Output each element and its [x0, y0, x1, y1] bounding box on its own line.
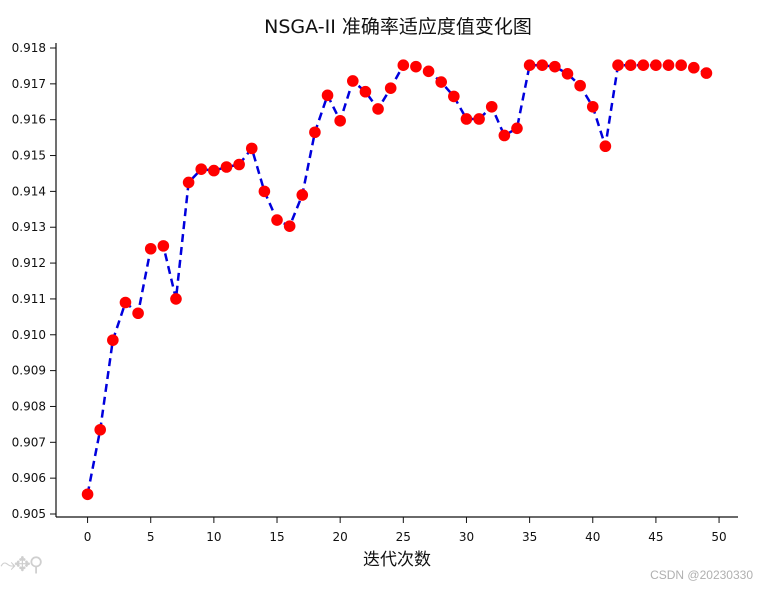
- data-point: [536, 59, 549, 72]
- x-tick-label: 30: [459, 530, 474, 544]
- data-point: [435, 76, 448, 88]
- data-point: [245, 142, 258, 155]
- data-point: [549, 60, 561, 73]
- data-point: [637, 59, 650, 72]
- data-point: [359, 85, 372, 98]
- data-point: [498, 129, 511, 142]
- x-tick-label: 35: [522, 530, 537, 544]
- x-tick-label: 10: [206, 530, 221, 544]
- y-tick-label: 0.917: [12, 77, 46, 91]
- data-point: [334, 114, 346, 127]
- data-point: [208, 164, 220, 177]
- data-point: [283, 220, 296, 232]
- data-point: [157, 240, 170, 252]
- y-tick-label: 0.913: [12, 220, 46, 234]
- x-tick-label: 15: [269, 530, 284, 544]
- data-point: [422, 65, 435, 78]
- data-point: [523, 59, 536, 72]
- data-point: [561, 68, 574, 80]
- data-point: [662, 59, 675, 72]
- data-point: [182, 176, 195, 189]
- data-point: [612, 59, 624, 72]
- data-point: [258, 185, 271, 198]
- y-tick-label: 0.907: [12, 435, 46, 449]
- x-tick-label: 20: [333, 530, 348, 544]
- data-point: [81, 488, 94, 501]
- y-tick-label: 0.905: [12, 507, 46, 521]
- x-axis-label: 迭代次数: [363, 550, 431, 570]
- watermark: CSDN @20230330: [650, 568, 753, 582]
- y-tick-label: 0.918: [12, 41, 46, 55]
- data-point: [574, 79, 586, 92]
- data-point: [296, 189, 309, 201]
- data-point: [384, 82, 397, 94]
- data-point: [511, 122, 523, 135]
- data-point: [195, 163, 208, 175]
- data-point: [220, 161, 233, 173]
- data-point: [650, 59, 662, 72]
- data-point: [397, 59, 410, 72]
- y-tick-label: 0.906: [12, 471, 46, 485]
- data-point: [346, 75, 359, 87]
- data-point: [170, 293, 182, 305]
- x-tick-label: 5: [147, 530, 155, 544]
- y-tick-label: 0.911: [12, 292, 46, 306]
- data-point: [410, 60, 422, 73]
- data-point: [624, 59, 637, 72]
- data-point: [119, 296, 132, 309]
- y-tick-label: 0.908: [12, 399, 46, 413]
- y-tick-label: 0.912: [12, 256, 46, 270]
- y-tick-label: 0.914: [12, 184, 46, 198]
- data-point: [473, 113, 485, 125]
- x-tick-label: 40: [585, 530, 600, 544]
- data-points: [81, 59, 713, 501]
- y-tick-label: 0.916: [12, 113, 46, 127]
- data-point: [448, 90, 460, 103]
- chart-title: NSGA-II 准确率适应度值变化图: [264, 16, 532, 38]
- data-point: [94, 423, 107, 436]
- y-tick-label: 0.909: [12, 364, 46, 378]
- x-tick-label: 25: [396, 530, 411, 544]
- data-point: [599, 140, 612, 153]
- data-point: [321, 89, 334, 102]
- data-point: [675, 59, 687, 72]
- data-point: [700, 67, 713, 79]
- series-line: [86, 63, 707, 495]
- x-tick-label: 50: [711, 530, 726, 544]
- data-point: [144, 242, 157, 255]
- data-point: [271, 214, 283, 226]
- y-tick-label: 0.915: [12, 149, 46, 163]
- x-tick-label: 0: [84, 530, 92, 544]
- data-point: [107, 334, 119, 346]
- data-point: [586, 100, 599, 113]
- x-tick-label: 45: [648, 530, 663, 544]
- y-tick-label: 0.910: [12, 328, 46, 342]
- data-point: [233, 158, 245, 171]
- data-point: [309, 126, 321, 139]
- data-point: [485, 100, 498, 113]
- data-point: [460, 113, 473, 125]
- data-point: [372, 103, 384, 115]
- toolbar-icons[interactable]: ⤳✥⚲: [0, 552, 43, 576]
- data-point: [687, 61, 700, 74]
- tick-group: 0 5 10 15 20 25 30 35 40 45 50 0.905 0.906 0.907 0.908…: [12, 41, 727, 544]
- data-point: [132, 307, 144, 320]
